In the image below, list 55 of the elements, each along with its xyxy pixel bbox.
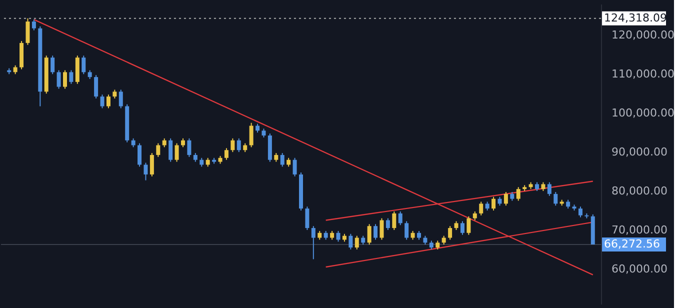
candlestick	[578, 206, 582, 218]
candlestick	[392, 210, 396, 230]
candlestick	[280, 152, 284, 168]
candlestick	[354, 235, 359, 250]
candlestick	[138, 142, 142, 168]
candlestick	[336, 230, 340, 242]
ref-line-label: 124,318.09	[604, 11, 667, 24]
candlestick	[174, 142, 179, 162]
candlestick	[292, 157, 297, 177]
candlestick	[236, 138, 241, 153]
candlestick	[367, 224, 372, 246]
candlestick	[187, 138, 192, 158]
candlestick	[348, 233, 353, 250]
y-tick-label: 60,000.00	[612, 262, 668, 276]
candlestick	[547, 182, 552, 196]
candlestick	[386, 218, 390, 230]
candlestick	[516, 186, 520, 202]
candlestick	[82, 55, 86, 75]
candlestick	[305, 206, 310, 230]
candlestick	[404, 220, 409, 240]
candlestick	[479, 201, 484, 216]
candlestick	[398, 210, 402, 226]
candlestick	[230, 138, 235, 153]
candlestick	[69, 70, 74, 84]
candlestick	[168, 138, 173, 162]
y-tick-label: 100,000.00	[612, 106, 674, 120]
y-tick-label: 110,000.00	[612, 68, 674, 81]
candlestick	[380, 218, 384, 240]
candlestick	[118, 89, 123, 109]
candlestick	[32, 19, 36, 31]
candlestick	[466, 216, 471, 236]
candlestick	[63, 70, 67, 90]
ref-line-label: 66,272.56	[604, 237, 660, 250]
candlestick	[100, 94, 104, 109]
candlestick	[249, 122, 254, 148]
y-tick-label: 70,000.00	[612, 223, 668, 236]
candlestick	[144, 162, 148, 181]
candlestick	[448, 226, 452, 240]
candlestick	[106, 94, 110, 109]
candlestick	[50, 55, 55, 75]
candlestick	[311, 226, 316, 260]
candlestick	[460, 220, 464, 236]
y-tick-label: 90,000.00	[612, 146, 668, 159]
candlestick	[554, 191, 558, 206]
candlestick	[94, 74, 98, 99]
candlestick	[492, 196, 496, 211]
candlestick	[26, 18, 30, 46]
candlestick	[56, 70, 61, 90]
candlestick	[156, 142, 160, 158]
candlestick	[504, 191, 508, 206]
candlestick	[374, 224, 378, 240]
y-tick-label: 120,000.00	[612, 28, 674, 42]
y-tick-label: 80,000.00	[612, 184, 668, 198]
candlestick	[150, 152, 154, 177]
candlestick	[224, 148, 228, 160]
